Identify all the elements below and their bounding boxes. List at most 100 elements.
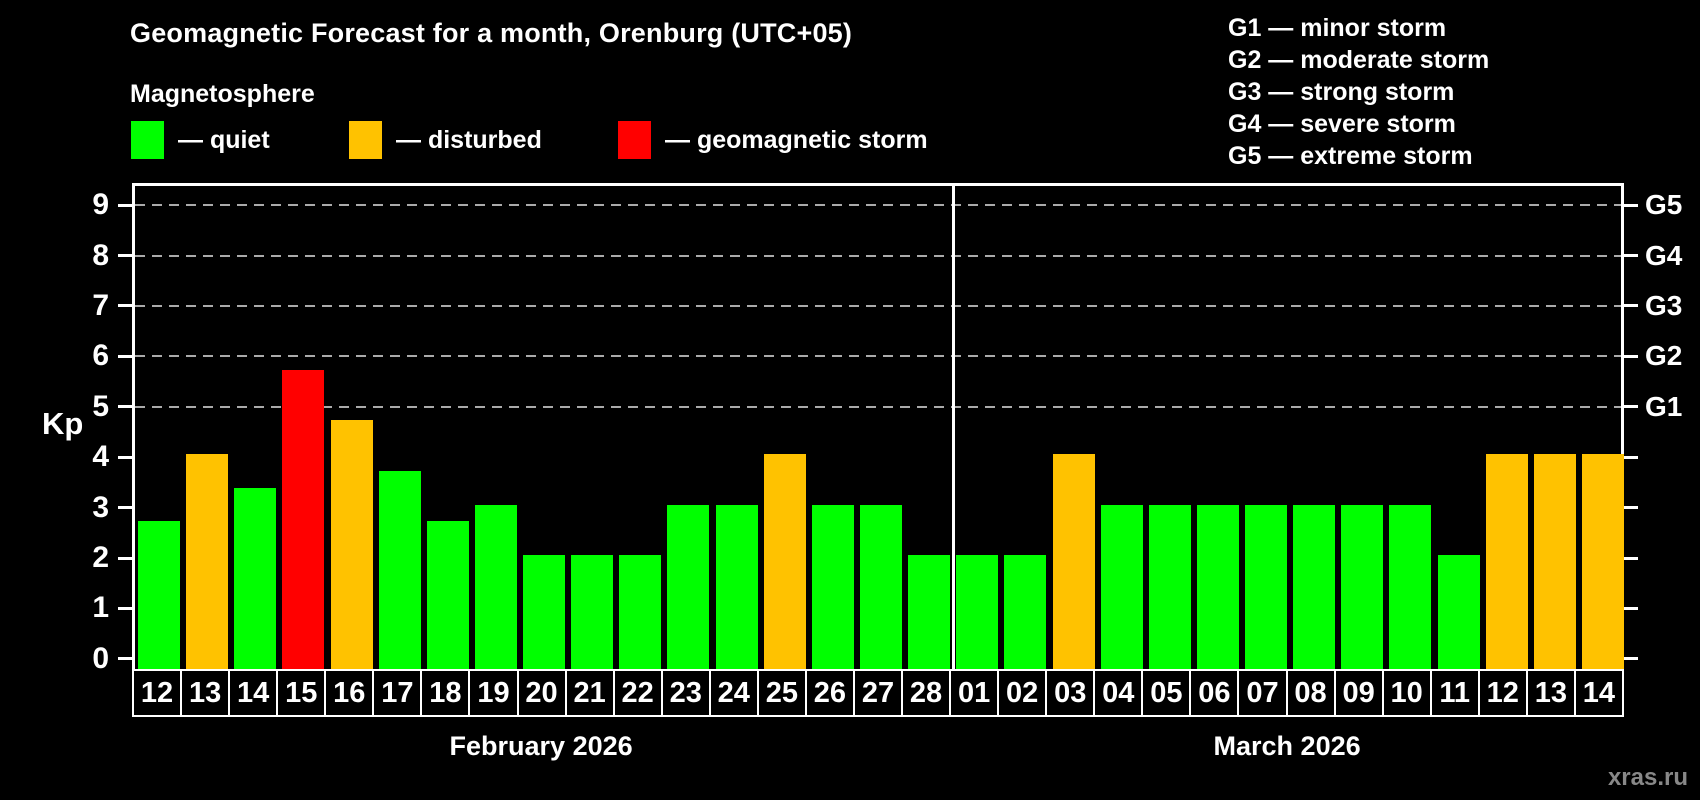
page-title: Geomagnetic Forecast for a month, Orenbu…: [130, 18, 853, 48]
y-tick-label-7: 7: [92, 288, 109, 322]
chart-subtitle: Magnetosphere: [130, 80, 315, 108]
g-legend-line-g1: G1 — minor storm: [1228, 14, 1447, 42]
y-tick-label-0: 0: [92, 641, 109, 675]
y-tick-right-6: [1624, 354, 1638, 358]
g-level-label-g4: G4: [1645, 239, 1683, 271]
date-cell-mar-13: 13: [1525, 669, 1576, 717]
g-level-label-g1: G1: [1645, 390, 1683, 422]
g-scale-legend: G1 — minor storm G2 — moderate storm G3 — …: [1228, 12, 1489, 172]
gridline-kp5: [135, 405, 1621, 408]
kp-bar-mar-02: [1004, 555, 1047, 669]
y-tick-left-6: [118, 354, 132, 358]
kp-bar-mar-03: [1052, 454, 1095, 669]
y-tick-right-3: [1624, 506, 1638, 510]
kp-bar-feb-12: [138, 521, 181, 669]
gridline-kp7: [135, 304, 1621, 307]
kp-bar-feb-28: [908, 555, 951, 669]
kp-bar-mar-13: [1533, 454, 1576, 669]
y-tick-left-3: [118, 506, 132, 510]
y-tick-right-4: [1624, 455, 1638, 459]
y-tick-right-2: [1624, 556, 1638, 560]
legend-label-storm: — geomagnetic storm: [665, 125, 928, 154]
kp-bar-feb-14: [234, 488, 277, 669]
y-tick-right-7: [1624, 304, 1638, 308]
date-cell-feb-15: 15: [276, 669, 327, 717]
kp-bar-feb-24: [715, 504, 758, 669]
gridline-kp9: [135, 204, 1621, 207]
legend-item-storm: — geomagnetic storm: [618, 121, 928, 159]
date-cell-mar-05: 05: [1141, 669, 1192, 717]
kp-bar-feb-25: [763, 454, 806, 669]
month-label-february: February 2026: [449, 731, 633, 761]
gridline-kp8: [135, 254, 1621, 257]
date-cell-mar-10: 10: [1381, 669, 1432, 717]
date-cell-feb-12: 12: [132, 669, 183, 717]
y-tick-left-8: [118, 254, 132, 258]
date-cell-mar-11: 11: [1429, 669, 1480, 717]
date-cell-mar-04: 04: [1093, 669, 1144, 717]
kp-bar-feb-13: [186, 454, 229, 669]
legend-swatch-quiet: [131, 121, 164, 159]
gridline-kp6: [135, 355, 1621, 358]
kp-bar-mar-08: [1293, 504, 1336, 669]
date-cell-feb-19: 19: [468, 669, 519, 717]
g-legend-line-g5: G5 — extreme storm: [1228, 142, 1473, 170]
y-tick-label-9: 9: [92, 188, 109, 222]
date-cell-feb-17: 17: [372, 669, 423, 717]
watermark: xras.ru: [1607, 764, 1688, 791]
date-cell-feb-25: 25: [756, 669, 807, 717]
kp-bar-feb-15: [282, 370, 325, 669]
date-cell-mar-08: 08: [1285, 669, 1336, 717]
y-tick-left-9: [118, 203, 132, 207]
date-cell-mar-01: 01: [949, 669, 1000, 717]
date-cell-feb-20: 20: [516, 669, 567, 717]
date-cell-mar-07: 07: [1237, 669, 1288, 717]
y-tick-left-4: [118, 455, 132, 459]
date-cell-mar-06: 06: [1189, 669, 1240, 717]
date-cell-feb-13: 13: [180, 669, 231, 717]
date-cell-feb-24: 24: [708, 669, 759, 717]
chart-plot-area: 0 1 2 3 4 5 6 7 8 9 G1 G2 G3 G4 G5: [92, 183, 1682, 675]
legend-item-quiet: — quiet: [131, 121, 270, 159]
g-legend-line-g4: G4 — severe storm: [1228, 110, 1456, 138]
date-cell-feb-18: 18: [420, 669, 471, 717]
kp-bar-mar-01: [956, 555, 999, 669]
date-cell-mar-14: 14: [1573, 669, 1624, 717]
kp-bar-mar-06: [1196, 504, 1239, 669]
legend-item-disturbed: — disturbed: [349, 121, 542, 159]
date-cell-feb-26: 26: [804, 669, 855, 717]
date-cell-feb-16: 16: [324, 669, 375, 717]
date-axis-row: 12 13 14 15 16 17 18 19 20 21 22 23 24 25 26 27 28 01 02 03…: [132, 669, 1624, 717]
date-cell-mar-12: 12: [1477, 669, 1528, 717]
y-tick-label-3: 3: [92, 490, 109, 524]
date-cell-feb-23: 23: [660, 669, 711, 717]
y-axis-title: Kp: [42, 406, 84, 441]
date-cell-feb-21: 21: [564, 669, 615, 717]
legend-swatch-storm: [618, 121, 651, 159]
kp-bar-mar-09: [1341, 504, 1384, 669]
g-level-label-g5: G5: [1645, 189, 1683, 221]
y-tick-right-5: [1624, 405, 1638, 409]
y-tick-right-8: [1624, 254, 1638, 258]
kp-bar-mar-05: [1148, 504, 1191, 669]
kp-bar-mar-11: [1437, 555, 1480, 669]
kp-bar-feb-20: [523, 555, 566, 669]
date-cell-mar-03: 03: [1045, 669, 1096, 717]
month-divider-line: [951, 186, 955, 669]
g-legend-line-g2: G2 — moderate storm: [1228, 46, 1490, 74]
date-cell-mar-09: 09: [1333, 669, 1384, 717]
month-label-march: March 2026: [1213, 731, 1361, 761]
y-tick-label-4: 4: [92, 440, 109, 474]
y-tick-right-1: [1624, 606, 1638, 610]
legend-label-quiet: — quiet: [178, 125, 270, 154]
g-level-label-g3: G3: [1645, 289, 1683, 321]
kp-bar-feb-16: [330, 420, 373, 669]
kp-bar-mar-07: [1245, 504, 1288, 669]
kp-bar-feb-22: [619, 555, 662, 669]
date-cell-feb-28: 28: [901, 669, 952, 717]
kp-bar-feb-23: [667, 504, 710, 669]
y-tick-right-9: [1624, 203, 1638, 207]
date-cell-mar-02: 02: [997, 669, 1048, 717]
legend-label-disturbed: — disturbed: [396, 125, 542, 154]
y-tick-right-0: [1624, 657, 1638, 661]
